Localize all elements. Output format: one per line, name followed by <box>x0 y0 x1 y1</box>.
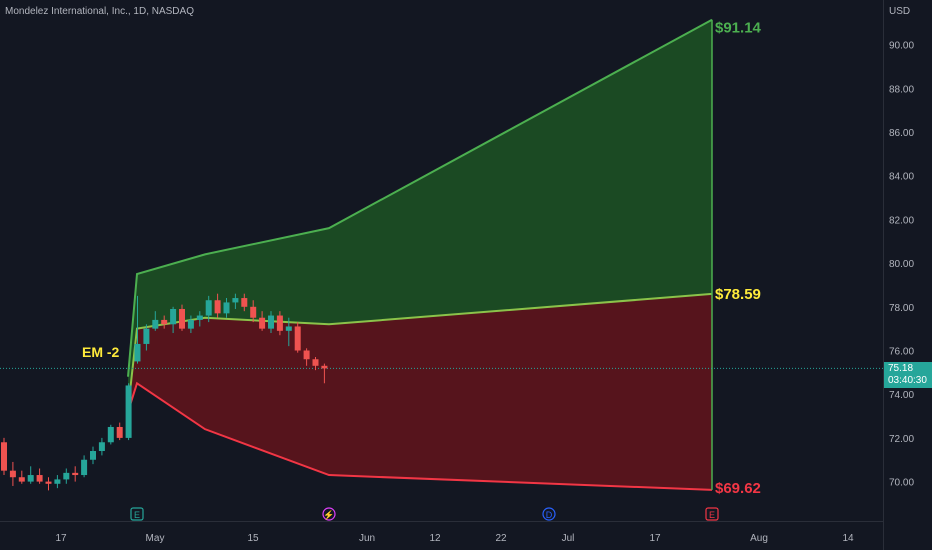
price-tick-label: 70.00 <box>889 478 914 489</box>
candle-body <box>143 328 150 344</box>
price-tick-label: 72.00 <box>889 434 914 445</box>
candle-body <box>107 426 114 443</box>
em-label: EM -2 <box>82 344 120 360</box>
lower-price-label: $69.62 <box>715 480 761 497</box>
candle-body <box>125 385 132 438</box>
time-tick-label: Jun <box>359 533 375 544</box>
last-price-tag: 75.18 03:40:30 <box>884 362 932 388</box>
upper-price-label: $91.14 <box>715 20 762 37</box>
candle-body <box>116 426 123 438</box>
candle-body <box>9 470 16 478</box>
price-tick-label: 74.00 <box>889 390 914 401</box>
time-tick-label: 22 <box>495 533 507 544</box>
time-tick-label: May <box>146 533 165 544</box>
candle-body <box>259 317 266 329</box>
price-tick-label: 76.00 <box>889 347 914 358</box>
price-tick-label: 88.00 <box>889 84 914 95</box>
candle-body <box>161 319 168 325</box>
event-marker-glyph: E <box>709 510 715 520</box>
candle-body <box>205 300 212 316</box>
candle-body <box>179 308 185 329</box>
mid-band-line <box>127 292 713 410</box>
time-tick-label: 15 <box>247 533 259 544</box>
candle-body <box>250 306 257 318</box>
candle-body <box>232 298 239 303</box>
band-labels: $91.14 $78.59 $69.62 EM -2 <box>82 20 762 497</box>
upper-band-fill <box>128 19 712 410</box>
time-tick-label: 12 <box>429 533 441 544</box>
candle-body <box>303 350 310 360</box>
candle-body <box>312 359 319 366</box>
time-tick-label: Jul <box>562 533 575 544</box>
candle-body <box>90 451 96 460</box>
candle-body <box>45 481 52 484</box>
price-axis-border <box>883 0 884 550</box>
price-tick-label: 90.00 <box>889 41 914 52</box>
price-tick-label: 82.00 <box>889 215 914 226</box>
event-marker[interactable]: E <box>705 507 719 521</box>
event-marker[interactable]: D <box>542 507 556 521</box>
candle-body <box>36 475 43 482</box>
event-marker-glyph: ⚡ <box>323 509 334 521</box>
candlestick-series <box>1 293 328 491</box>
time-axis-ticks: 17 May 15 Jun 12 22 Jul 17 Aug 14 <box>55 533 854 544</box>
candle-body <box>285 326 292 331</box>
symbol-title: Mondelez International, Inc., 1D, NASDAQ <box>5 6 194 17</box>
candle-body <box>152 319 159 329</box>
price-tick-label: 78.00 <box>889 303 914 314</box>
upper-band-line <box>127 18 713 377</box>
candle-body <box>98 442 105 452</box>
time-axis-border <box>0 521 883 522</box>
time-tick-label: Aug <box>750 533 768 544</box>
candle-body <box>241 298 248 307</box>
event-marker-badge <box>542 507 556 521</box>
event-markers[interactable]: E ⚡ D E <box>130 507 719 521</box>
event-marker[interactable]: ⚡ <box>322 507 336 521</box>
candle-body <box>196 315 203 320</box>
candle-body <box>72 472 79 476</box>
countdown-timer: 03:40:30 <box>888 375 927 386</box>
event-marker[interactable]: E <box>130 507 144 521</box>
lower-band-fill <box>128 293 712 490</box>
lower-band-line <box>127 381 713 491</box>
time-tick-label: 14 <box>842 533 854 544</box>
candle-body <box>81 459 88 476</box>
candle-body <box>27 475 34 482</box>
candle-body <box>134 343 141 362</box>
candle-body <box>54 479 61 484</box>
expected-move-bands <box>0 18 883 491</box>
candle-body <box>170 308 177 325</box>
price-tick-label: 80.00 <box>889 259 914 270</box>
price-axis-ticks: 70.00 72.00 74.00 76.00 78.00 80.00 82.00 84.00… <box>889 41 914 489</box>
candle-body <box>1 442 7 471</box>
candle-body <box>214 300 221 314</box>
event-marker-glyph: D <box>546 510 553 520</box>
mid-price-label: $78.59 <box>715 286 761 303</box>
time-tick-label: 17 <box>649 533 661 544</box>
candle-body <box>63 472 70 480</box>
candle-body <box>276 315 283 331</box>
candle-body <box>187 319 194 329</box>
last-price-value: 75.18 <box>888 363 914 374</box>
candle-body <box>321 365 328 369</box>
event-marker-badge <box>130 507 144 521</box>
candle-body <box>268 315 274 329</box>
price-tick-label: 86.00 <box>889 128 914 139</box>
candle-body <box>18 477 25 482</box>
event-marker-glyph: E <box>134 510 140 520</box>
time-tick-label: 17 <box>55 533 67 544</box>
price-tick-label: 84.00 <box>889 172 914 183</box>
currency-unit: USD <box>889 6 911 17</box>
candle-body <box>294 326 301 351</box>
event-marker-badge <box>705 507 719 521</box>
candle-body <box>223 302 230 314</box>
event-marker-badge <box>322 507 336 521</box>
